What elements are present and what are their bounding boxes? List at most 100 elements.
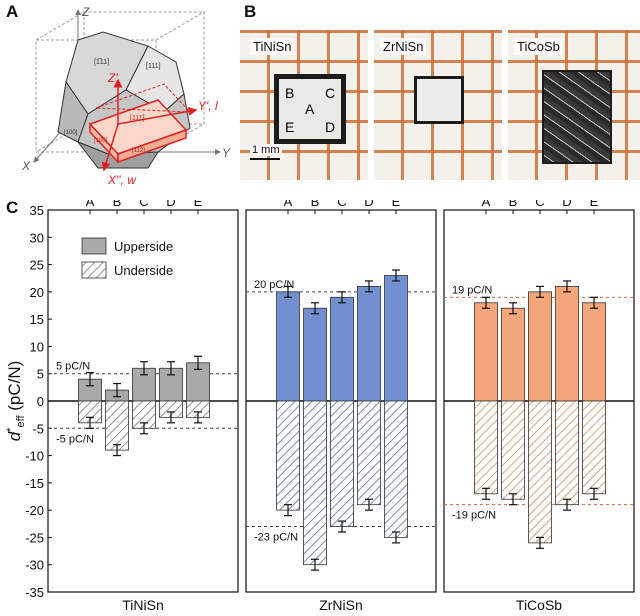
bar-upperside-a — [276, 291, 300, 402]
xp-axis — [101, 123, 119, 172]
legend-swatch-underside — [81, 261, 107, 279]
y-axis-label-unit: (pC/N) — [5, 361, 24, 416]
legend-swatch-upperside — [81, 237, 107, 255]
bar-underside-e — [384, 400, 408, 538]
bar-underside-e — [582, 400, 606, 495]
sample-ticosb — [542, 70, 612, 164]
bar-underside-c — [528, 400, 552, 544]
panel-label-b: B — [244, 2, 257, 21]
photo-zrnisn: ZrNiSn — [374, 30, 502, 180]
bar-upperside-e — [582, 302, 606, 402]
region-label-c: C — [325, 85, 336, 101]
bar-underside-c — [330, 400, 354, 527]
region-label-e: E — [285, 119, 295, 135]
y-tick-label: -15 — [25, 476, 44, 491]
reference-label: 19 pC/N — [452, 284, 492, 296]
face-side-label: [100] — [94, 138, 108, 144]
material-label-ticosb: TiCoSb — [516, 597, 562, 613]
sample-zrnisn — [414, 76, 464, 124]
category-label-b: B — [311, 200, 320, 209]
axis-y-label: Y — [222, 146, 231, 160]
y-tick-label: 35 — [30, 203, 44, 218]
y-axis-label: d*eff (pC/N) — [5, 361, 27, 442]
y-tick-label: 20 — [30, 285, 44, 300]
y-tick-label: 25 — [30, 258, 44, 273]
region-label-b: B — [285, 85, 295, 101]
y-axis-label-sub: eff — [15, 415, 27, 428]
y-tick-label: 5 — [37, 367, 44, 382]
bar-underside-b — [501, 400, 525, 500]
reference-label: 5 pC/N — [56, 361, 90, 373]
y-axis-group: 35 30 25 20 15 10 5 0 -5 -10 -15 -20 -25 -30 -35 — [25, 203, 52, 600]
y-tick-label: 15 — [30, 312, 44, 327]
photo-label-tinisn: TiNiSn — [250, 38, 295, 55]
reference-label: -23 pC/N — [254, 532, 298, 544]
panel-ticosb: A B C D E 19 pC/N -19 pC/N TiCoSb — [443, 200, 635, 613]
legend-label-underside: Underside — [114, 263, 173, 278]
panel-label-a: A — [6, 2, 19, 21]
bar-underside-d — [555, 400, 579, 506]
category-label-a: A — [86, 200, 95, 209]
d-eff-bar-chart: 35 30 25 20 15 10 5 0 -5 -10 -15 -20 -25 -30 -35 A B C D E… — [5, 200, 635, 613]
bar-upperside-b — [303, 307, 327, 402]
y-tick-label: -30 — [25, 558, 44, 573]
panel-zrnisn: A B C D E 20 pC/N -23 pC/N ZrNiSn — [245, 200, 437, 613]
legend: Upperside Underside — [81, 237, 173, 279]
panel-tinisn: A B C D E 5 pC/N -5 pC/N TiNiSn — [47, 200, 239, 613]
axis-yp-label: Y', l — [198, 99, 218, 113]
bar-underside-d — [357, 400, 381, 506]
face-front-label: [111] — [130, 115, 145, 122]
bar-upperside-d — [555, 285, 579, 402]
material-label-tinisn: TiNiSn — [122, 597, 164, 613]
photo-ticosb: TiCoSb — [508, 30, 640, 180]
category-label-e: E — [392, 200, 401, 209]
crystal-diagram: Z X Y Z' Y', l X'', w [1̅11] [111] [111]… — [21, 5, 231, 187]
bar-underside-b — [105, 400, 129, 451]
panel-label-c: C — [6, 198, 19, 217]
category-label-a: A — [482, 200, 491, 209]
face-top1-label: [1̅11] — [94, 58, 109, 66]
axis-x-label: X — [21, 159, 31, 173]
category-label-c: C — [535, 200, 544, 209]
reference-label: 20 pC/N — [254, 279, 294, 291]
reference-label: -5 pC/N — [56, 433, 94, 445]
y-tick-label: -35 — [25, 585, 44, 600]
axis-zp-label: Z' — [107, 71, 118, 85]
category-label-d: D — [166, 200, 175, 209]
crystal-body — [57, 31, 191, 169]
sample-tinisn: B C A E D — [274, 74, 346, 144]
category-label-d: D — [562, 200, 571, 209]
category-label-c: C — [139, 200, 148, 209]
yp-axis — [117, 106, 198, 125]
category-label-b: B — [509, 200, 518, 209]
category-label-c: C — [337, 200, 346, 209]
axis-z-label: Z — [81, 5, 90, 19]
y-tick-label: 0 — [37, 394, 44, 409]
photo-tinisn: TiNiSn B C A E D 1 mm — [240, 30, 368, 180]
bar-upperside-c — [330, 296, 354, 402]
category-label-d: D — [364, 200, 373, 209]
legend-label-upperside: Upperside — [114, 239, 173, 254]
category-label-e: E — [194, 200, 203, 209]
y-tick-label: -10 — [25, 449, 44, 464]
y-tick-label: -25 — [25, 530, 44, 545]
bar-upperside-b — [501, 307, 525, 402]
category-label-a: A — [284, 200, 293, 209]
region-label-d: D — [325, 119, 336, 135]
y-axis-label-d: d — [5, 431, 24, 441]
bar-upperside-c — [528, 291, 552, 402]
face-left-label: [100] — [64, 130, 78, 136]
face-bottom-label: [11̅2] — [132, 147, 145, 154]
region-label-a: A — [305, 101, 315, 117]
y-tick-label: -5 — [32, 421, 44, 436]
category-label-e: E — [590, 200, 599, 209]
scale-label: 1 mm — [250, 144, 282, 156]
cut-sample — [88, 83, 192, 164]
material-label-zrnisn: ZrNiSn — [319, 597, 363, 613]
y-tick-label: 30 — [30, 230, 44, 245]
plot-area: A B C D E 5 pC/N -5 pC/N TiNiSn A B C D E 20 pC/N -23 … — [47, 200, 635, 613]
y-axis-label-star: * — [5, 427, 17, 432]
category-label-b: B — [113, 200, 122, 209]
photo-label-ticosb: TiCoSb — [514, 38, 563, 55]
bar-upperside-e — [384, 275, 408, 402]
